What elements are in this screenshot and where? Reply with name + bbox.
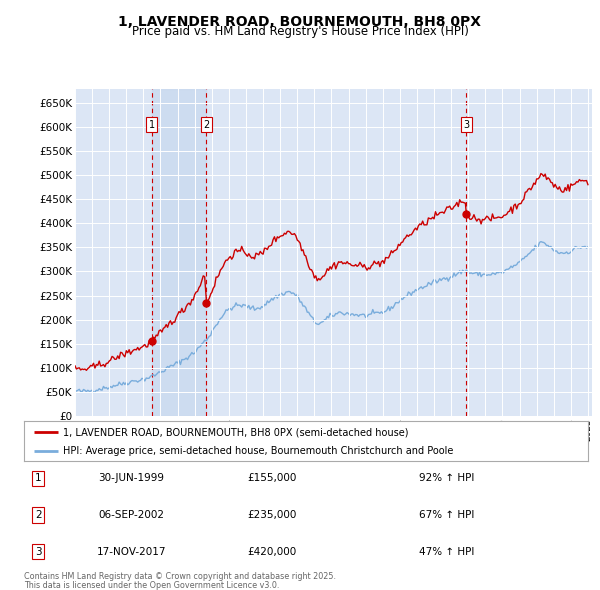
Text: 17-NOV-2017: 17-NOV-2017 xyxy=(97,547,166,556)
Bar xyxy=(152,88,206,416)
Text: £235,000: £235,000 xyxy=(247,510,297,520)
Text: 06-SEP-2002: 06-SEP-2002 xyxy=(98,510,164,520)
Text: 1: 1 xyxy=(35,474,41,483)
Text: HPI: Average price, semi-detached house, Bournemouth Christchurch and Poole: HPI: Average price, semi-detached house,… xyxy=(64,445,454,455)
Text: £420,000: £420,000 xyxy=(248,547,297,556)
Text: 3: 3 xyxy=(35,547,41,556)
Text: 2: 2 xyxy=(203,120,209,130)
Text: 30-JUN-1999: 30-JUN-1999 xyxy=(98,474,164,483)
Text: Price paid vs. HM Land Registry's House Price Index (HPI): Price paid vs. HM Land Registry's House … xyxy=(131,25,469,38)
Text: Contains HM Land Registry data © Crown copyright and database right 2025.: Contains HM Land Registry data © Crown c… xyxy=(24,572,336,581)
Text: This data is licensed under the Open Government Licence v3.0.: This data is licensed under the Open Gov… xyxy=(24,581,280,589)
Text: £155,000: £155,000 xyxy=(247,474,297,483)
Text: 2: 2 xyxy=(35,510,41,520)
Text: 47% ↑ HPI: 47% ↑ HPI xyxy=(419,547,474,556)
Text: 3: 3 xyxy=(463,120,469,130)
Text: 1, LAVENDER ROAD, BOURNEMOUTH, BH8 0PX (semi-detached house): 1, LAVENDER ROAD, BOURNEMOUTH, BH8 0PX (… xyxy=(64,427,409,437)
Text: 67% ↑ HPI: 67% ↑ HPI xyxy=(419,510,474,520)
Text: 1, LAVENDER ROAD, BOURNEMOUTH, BH8 0PX: 1, LAVENDER ROAD, BOURNEMOUTH, BH8 0PX xyxy=(119,15,482,29)
Text: 92% ↑ HPI: 92% ↑ HPI xyxy=(419,474,474,483)
Text: 1: 1 xyxy=(149,120,155,130)
